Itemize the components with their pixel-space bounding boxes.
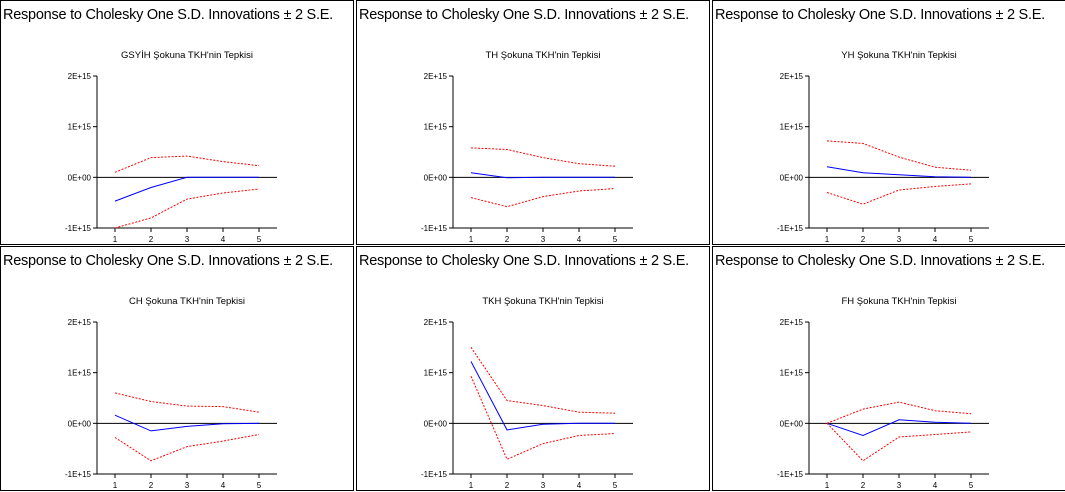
y-tick-label: 2E+15 xyxy=(780,318,804,327)
x-tick-label: 1 xyxy=(469,481,474,490)
response-line xyxy=(114,414,260,432)
response-line xyxy=(826,166,972,178)
x-tick-label: 3 xyxy=(185,235,190,244)
lower-band-line xyxy=(826,422,972,462)
y-tick-label: 0E+00 xyxy=(780,419,804,428)
irf-chart: YH Şokuna TKH'nin Tepkisi -1E+15 0E+00 1E+1… xyxy=(777,50,989,244)
lower-band-line xyxy=(114,188,260,229)
upper-band-line xyxy=(826,401,972,424)
y-tick-label: 0E+00 xyxy=(424,173,448,182)
upper-band-line xyxy=(826,140,972,171)
x-tick-label: 3 xyxy=(185,481,190,490)
x-tick-label: 3 xyxy=(541,235,546,244)
y-tick-label: 2E+15 xyxy=(424,318,448,327)
x-tick-label: 4 xyxy=(577,481,582,490)
chart-title: CH Şokuna TKH'nin Tepkisi xyxy=(129,296,245,307)
x-tick-label: 4 xyxy=(221,235,226,244)
panel-header: Response to Cholesky One S.D. Innovation… xyxy=(715,253,1045,269)
y-tick-label: 0E+00 xyxy=(68,173,92,182)
y-tick-label: 1E+15 xyxy=(424,123,448,132)
chart-title: FH Şokuna TKH'nin Tepkisi xyxy=(842,296,957,307)
lower-band-line xyxy=(470,188,616,208)
x-tick-label: 4 xyxy=(577,235,582,244)
lower-band-line xyxy=(114,434,260,462)
x-tick-label: 1 xyxy=(113,481,118,490)
x-tick-label: 2 xyxy=(505,481,510,490)
x-tick-label: 2 xyxy=(149,481,154,490)
x-tick-label: 4 xyxy=(933,481,938,490)
y-tick-label: -1E+15 xyxy=(65,470,92,479)
irf-panel-2: Response to Cholesky One S.D. Innovation… xyxy=(356,0,710,245)
irf-chart: TH Şokuna TKH'nin Tepkisi -1E+15 0E+00 1E+1… xyxy=(421,50,633,244)
x-tick-label: 3 xyxy=(897,235,902,244)
y-tick-label: 2E+15 xyxy=(68,72,92,81)
chart-title: YH Şokuna TKH'nin Tepkisi xyxy=(841,50,957,61)
panel-header: Response to Cholesky One S.D. Innovation… xyxy=(715,7,1045,23)
x-tick-label: 1 xyxy=(113,235,118,244)
x-tick-label: 1 xyxy=(469,235,474,244)
panel-header: Response to Cholesky One S.D. Innovation… xyxy=(359,7,689,23)
y-tick-label: 1E+15 xyxy=(424,369,448,378)
x-tick-label: 2 xyxy=(861,235,866,244)
lower-band-line xyxy=(470,376,616,460)
chart-title: GSYİH Şokuna TKH'nin Tepkisi xyxy=(121,50,253,61)
y-tick-label: 0E+00 xyxy=(780,173,804,182)
irf-panel-1: Response to Cholesky One S.D. Innovation… xyxy=(0,0,354,245)
response-line xyxy=(470,361,615,431)
chart-title: TKH Şokuna TKH'nin Tepkisi xyxy=(482,296,603,307)
irf-panel-3: Response to Cholesky One S.D. Innovation… xyxy=(712,0,1065,245)
x-tick-label: 1 xyxy=(825,235,830,244)
x-tick-label: 3 xyxy=(541,481,546,490)
y-tick-label: 0E+00 xyxy=(424,419,448,428)
x-tick-label: 5 xyxy=(969,481,974,490)
x-tick-label: 4 xyxy=(221,481,226,490)
y-tick-label: -1E+15 xyxy=(421,470,448,479)
y-tick-label: 1E+15 xyxy=(68,369,92,378)
x-tick-label: 5 xyxy=(613,481,618,490)
x-tick-label: 5 xyxy=(257,235,262,244)
lower-band-line xyxy=(826,183,972,205)
irf-panel-6: Response to Cholesky One S.D. Innovation… xyxy=(712,246,1065,491)
response-line xyxy=(470,172,615,179)
y-tick-label: 2E+15 xyxy=(424,72,448,81)
x-tick-label: 5 xyxy=(257,481,262,490)
irf-chart: GSYİH Şokuna TKH'nin Tepkisi -1E+15 0E+00 1… xyxy=(65,50,277,244)
y-tick-label: 2E+15 xyxy=(780,72,804,81)
irf-panel-5: Response to Cholesky One S.D. Innovation… xyxy=(356,246,710,491)
response-line xyxy=(114,176,259,202)
y-tick-label: 1E+15 xyxy=(68,123,92,132)
y-tick-label: 1E+15 xyxy=(780,369,804,378)
irf-chart: CH Şokuna TKH'nin Tepkisi -1E+15 0E+00 1E+1… xyxy=(65,296,277,490)
x-tick-label: 1 xyxy=(825,481,830,490)
y-tick-label: -1E+15 xyxy=(421,224,448,233)
x-tick-label: 5 xyxy=(613,235,618,244)
y-tick-label: -1E+15 xyxy=(777,470,804,479)
x-tick-label: 2 xyxy=(861,481,866,490)
x-tick-label: 5 xyxy=(969,235,974,244)
upper-band-line xyxy=(470,347,616,414)
y-tick-label: 2E+15 xyxy=(68,318,92,327)
panel-header: Response to Cholesky One S.D. Innovation… xyxy=(359,253,689,269)
y-tick-label: -1E+15 xyxy=(777,224,804,233)
response-line xyxy=(826,419,972,437)
irf-chart: FH Şokuna TKH'nin Tepkisi -1E+15 0E+00 1E+1… xyxy=(777,296,989,490)
y-tick-label: -1E+15 xyxy=(65,224,92,233)
upper-band-line xyxy=(114,392,260,413)
x-tick-label: 4 xyxy=(933,235,938,244)
upper-band-line xyxy=(114,155,260,173)
irf-chart: TKH Şokuna TKH'nin Tepkisi -1E+15 0E+00 1E+… xyxy=(421,296,633,490)
panel-header: Response to Cholesky One S.D. Innovation… xyxy=(3,253,333,269)
irf-panel-4: Response to Cholesky One S.D. Innovation… xyxy=(0,246,354,491)
x-tick-label: 3 xyxy=(897,481,902,490)
x-tick-label: 2 xyxy=(505,235,510,244)
panel-header: Response to Cholesky One S.D. Innovation… xyxy=(3,7,333,23)
y-tick-label: 1E+15 xyxy=(780,123,804,132)
chart-title: TH Şokuna TKH'nin Tepkisi xyxy=(486,50,601,61)
upper-band-line xyxy=(470,147,616,167)
x-tick-label: 2 xyxy=(149,235,154,244)
y-tick-label: 0E+00 xyxy=(68,419,92,428)
